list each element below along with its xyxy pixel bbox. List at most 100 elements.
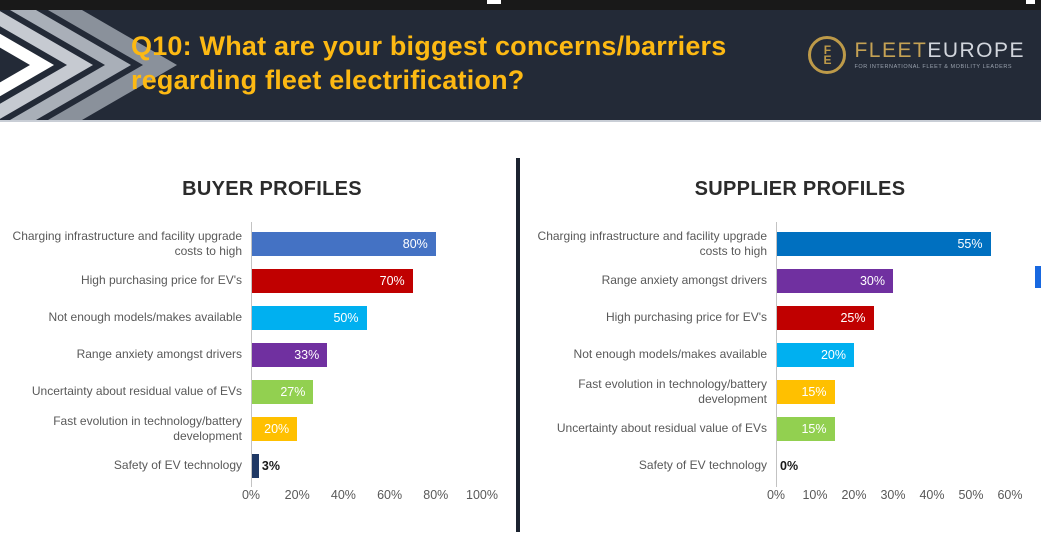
- value-label: 55%: [957, 236, 983, 251]
- chart-row: Not enough models/makes available 50%: [2, 299, 516, 336]
- chart-row: Fast evolution in technology/battery dev…: [520, 373, 1041, 410]
- bar-track: 27%: [251, 379, 482, 404]
- value-label: 33%: [294, 347, 320, 362]
- logo-text: FLEETEUROPE FOR INTERNATIONAL FLEET & MO…: [854, 40, 1025, 70]
- value-label: 0%: [780, 458, 799, 473]
- chart-row: High purchasing price for EV's 25%: [520, 299, 1041, 336]
- chart-row: High purchasing price for EV's 70%: [2, 262, 516, 299]
- category-label: High purchasing price for EV's: [605, 310, 767, 325]
- chart-row: Uncertainty about residual value of EVs 2…: [2, 373, 516, 410]
- bar-track: 25%: [776, 305, 1010, 330]
- value-label: 20%: [264, 421, 290, 436]
- chart-row: Fast evolution in technology/battery dev…: [2, 410, 516, 447]
- category-label: Uncertainty about residual value of EVs: [31, 384, 242, 399]
- x-tick-label: 80%: [423, 488, 449, 502]
- bar: 70%: [251, 268, 413, 293]
- x-tick-label: 40%: [330, 488, 356, 502]
- y-axis-line: [776, 222, 777, 487]
- category-label: Fast evolution in technology/battery dev…: [578, 377, 767, 406]
- bar-track: 15%: [776, 379, 1010, 404]
- chart-row: Not enough models/makes available 20%: [520, 336, 1041, 373]
- category-label: High purchasing price for EV's: [80, 273, 242, 288]
- top-window-strip: [0, 0, 1041, 10]
- chart-row: Charging infrastructure and facility upg…: [520, 225, 1041, 262]
- fleeteurope-logo-icon: F E: [808, 36, 847, 74]
- logo-brand-fleet: FLEET: [854, 39, 928, 62]
- x-tick-label: 40%: [919, 488, 945, 502]
- value-label: 3%: [261, 458, 280, 473]
- bar-track: 3%: [251, 453, 482, 478]
- bar-track: 55%: [776, 231, 1010, 256]
- bar: 20%: [776, 342, 854, 367]
- chart-x-axis: 0% 10% 20% 30% 40% 50% 60%: [767, 488, 1023, 504]
- slide-header: Q10: What are your biggest concerns/barr…: [0, 10, 1041, 122]
- bar-track: 70%: [251, 268, 482, 293]
- top-strip-notch: [487, 0, 501, 4]
- bar-track: 15%: [776, 416, 1010, 441]
- chart-row: Safety of EV technology 0%: [520, 447, 1041, 484]
- bar-track: 30%: [776, 268, 1010, 293]
- value-label: 70%: [379, 273, 405, 288]
- bar-track: 80%: [251, 231, 482, 256]
- x-tick-label: 20%: [841, 488, 867, 502]
- x-tick-label: 30%: [880, 488, 906, 502]
- bar: 33%: [251, 342, 328, 367]
- bar: 55%: [776, 231, 991, 256]
- value-label: 15%: [801, 421, 827, 436]
- chart-title: BUYER PROFILES: [182, 178, 362, 200]
- logo-brand-europe: EUROPE: [927, 39, 1025, 62]
- x-tick-label: 60%: [997, 488, 1023, 502]
- bar: 15%: [776, 416, 835, 441]
- chart-row: Charging infrastructure and facility upg…: [2, 225, 516, 262]
- chevron-arrows-icon: [0, 10, 177, 120]
- bar-track: 20%: [251, 416, 482, 441]
- chart-title: SUPPLIER PROFILES: [694, 178, 906, 200]
- bar-track: 33%: [251, 342, 482, 367]
- y-axis-line: [251, 222, 252, 487]
- bar: 15%: [776, 379, 835, 404]
- category-label: Charging infrastructure and facility upg…: [537, 229, 767, 258]
- category-label: Not enough models/makes available: [573, 347, 767, 362]
- top-strip-notch: [1026, 0, 1035, 4]
- x-tick-label: 0%: [241, 488, 261, 502]
- chart-rows: Charging infrastructure and facility upg…: [520, 222, 1041, 487]
- chart-row: Safety of EV technology 3%: [2, 447, 516, 484]
- x-tick-label: 50%: [958, 488, 984, 502]
- category-label: Uncertainty about residual value of EVs: [556, 421, 767, 436]
- logo-brand: FLEETEUROPE: [854, 40, 1025, 61]
- chart-x-axis: 0% 20% 40% 60% 80% 100%: [242, 488, 498, 504]
- chart-row: Range anxiety amongst drivers 30%: [520, 262, 1041, 299]
- category-label: Range anxiety amongst drivers: [601, 273, 767, 288]
- chart-row: Range anxiety amongst drivers 33%: [2, 336, 516, 373]
- category-label: Safety of EV technology: [638, 458, 767, 473]
- logo-monogram-f: F: [823, 42, 832, 57]
- value-label: 15%: [801, 384, 827, 399]
- bar: 50%: [251, 305, 367, 330]
- bar: 27%: [251, 379, 314, 404]
- bar: 25%: [776, 305, 874, 330]
- charts-divider-line: [516, 158, 520, 532]
- category-label: Safety of EV technology: [113, 458, 242, 473]
- value-label: 50%: [333, 310, 359, 325]
- bar: 30%: [776, 268, 893, 293]
- x-tick-label: 100%: [466, 488, 498, 502]
- bar: 20%: [251, 416, 298, 441]
- fleeteurope-logo: F E FLEETEUROPE FOR INTERNATIONAL FLEET …: [808, 36, 1025, 74]
- chart-row: Uncertainty about residual value of EVs 1…: [520, 410, 1041, 447]
- value-label: 25%: [840, 310, 866, 325]
- category-label: Not enough models/makes available: [48, 310, 242, 325]
- value-label: 80%: [402, 236, 428, 251]
- x-tick-label: 10%: [802, 488, 828, 502]
- value-label: 20%: [820, 347, 846, 362]
- x-tick-label: 20%: [284, 488, 310, 502]
- x-tick-label: 60%: [377, 488, 403, 502]
- bar-track: 50%: [251, 305, 482, 330]
- logo-tagline: FOR INTERNATIONAL FLEET & MOBILITY LEADE…: [854, 64, 1013, 70]
- bar: 80%: [251, 231, 436, 256]
- category-label: Range anxiety amongst drivers: [76, 347, 242, 362]
- category-label: Fast evolution in technology/battery dev…: [53, 414, 242, 443]
- edge-artifact: [1035, 266, 1041, 288]
- x-tick-label: 0%: [766, 488, 786, 502]
- slide-question-title: Q10: What are your biggest concerns/barr…: [131, 31, 727, 95]
